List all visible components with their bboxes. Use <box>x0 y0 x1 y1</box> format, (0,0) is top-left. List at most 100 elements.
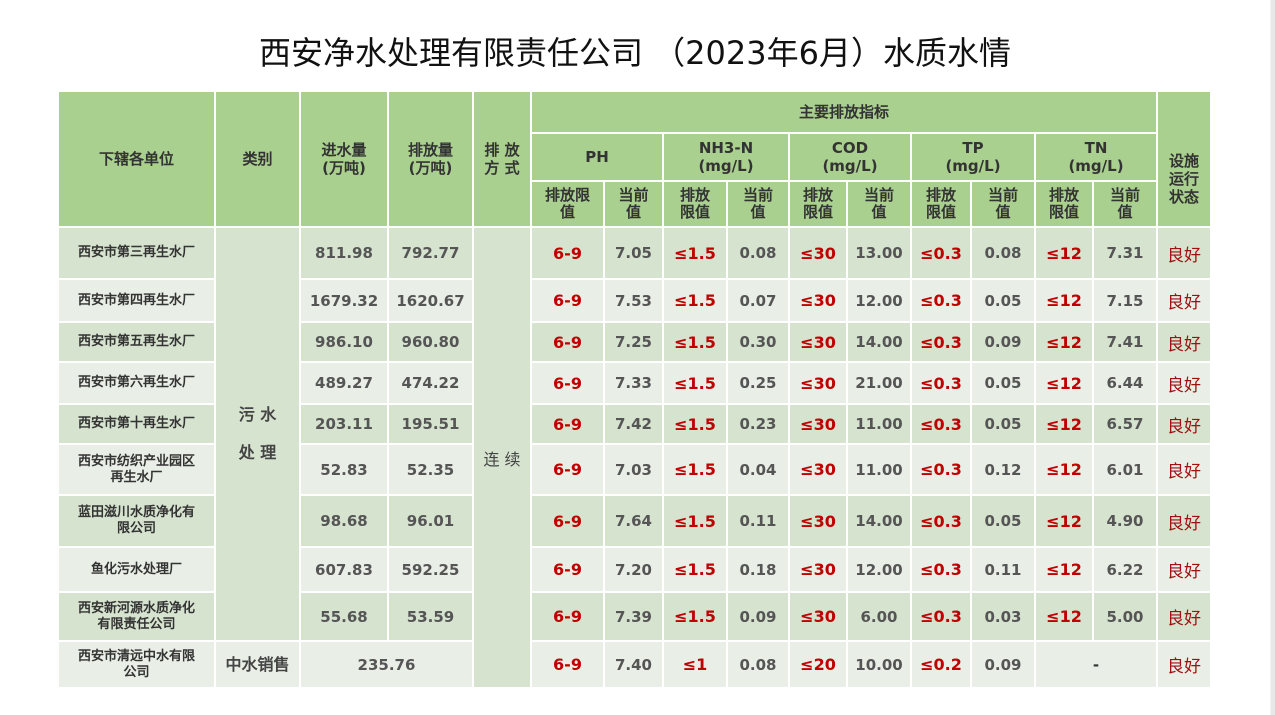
unit-name: 西安市第四再生水厂 <box>57 278 216 323</box>
tp-current: 0.09 <box>970 321 1036 363</box>
table-row: 西安市第六再生水厂 489.27 474.22 6-9 7.33 ≤1.5 0.… <box>57 361 1212 405</box>
cod-limit: ≤20 <box>788 640 848 689</box>
tp-limit: ≤0.3 <box>910 361 972 405</box>
table-row: 西安市纺织产业园区 再生水厂 52.83 52.35 6-9 7.03 ≤1.5 … <box>57 443 1212 496</box>
outflow-value: 592.25 <box>387 546 474 593</box>
col-header-inflow: 进水量 (万吨) <box>299 90 389 228</box>
ph-current: 7.53 <box>603 278 664 323</box>
col-header-ph-current: 当前值 <box>603 180 664 228</box>
tp-limit: ≤0.3 <box>910 403 972 445</box>
ph-current: 7.20 <box>603 546 664 593</box>
outflow-value: 52.35 <box>387 443 474 496</box>
nh3n-current: 0.04 <box>726 443 790 496</box>
tp-limit: ≤0.3 <box>910 226 972 280</box>
ph-limit: 6-9 <box>530 321 605 363</box>
ph-limit: 6-9 <box>530 443 605 496</box>
ph-limit: 6-9 <box>530 361 605 405</box>
cod-current: 13.00 <box>846 226 912 280</box>
col-header-unit: 下辖各单位 <box>57 90 216 228</box>
tn-current: 6.22 <box>1092 546 1158 593</box>
col-header-nh3n-limit: 排放 限值 <box>662 180 728 228</box>
tp-current: 0.05 <box>970 361 1036 405</box>
ph-limit: 6-9 <box>530 591 605 642</box>
nh3n-current: 0.07 <box>726 278 790 323</box>
outflow-value: 960.80 <box>387 321 474 363</box>
col-header-tn: TN (mg/L) <box>1034 132 1158 182</box>
outflow-value: 1620.67 <box>387 278 474 323</box>
tp-limit: ≤0.2 <box>910 640 972 689</box>
tn-limit: ≤12 <box>1034 546 1094 593</box>
nh3n-current: 0.08 <box>726 226 790 280</box>
col-header-ph-limit: 排放限值 <box>530 180 605 228</box>
status-badge: 良好 <box>1156 640 1212 689</box>
unit-name: 西安市清远中水有限 公司 <box>57 640 216 689</box>
col-header-tp: TP (mg/L) <box>910 132 1036 182</box>
ph-current: 7.33 <box>603 361 664 405</box>
tp-current: 0.08 <box>970 226 1036 280</box>
tn-current: 4.90 <box>1092 494 1158 548</box>
tn-limit: ≤12 <box>1034 591 1094 642</box>
unit-name: 西安市第五再生水厂 <box>57 321 216 363</box>
col-header-cod-limit: 排放 限值 <box>788 180 848 228</box>
nh3n-limit: ≤1.5 <box>662 361 728 405</box>
inflow-value: 986.10 <box>299 321 389 363</box>
ph-current: 7.39 <box>603 591 664 642</box>
col-header-cod-current: 当前值 <box>846 180 912 228</box>
nh3n-limit: ≤1.5 <box>662 591 728 642</box>
tn-current: 7.15 <box>1092 278 1158 323</box>
cod-current: 14.00 <box>846 494 912 548</box>
volume-value: 235.76 <box>299 640 474 689</box>
ph-limit: 6-9 <box>530 403 605 445</box>
outflow-value: 96.01 <box>387 494 474 548</box>
tn-limit: ≤12 <box>1034 494 1094 548</box>
ph-current: 7.03 <box>603 443 664 496</box>
nh3n-limit: ≤1.5 <box>662 546 728 593</box>
tp-limit: ≤0.3 <box>910 591 972 642</box>
nh3n-limit: ≤1.5 <box>662 443 728 496</box>
nh3n-current: 0.08 <box>726 640 790 689</box>
tn-value: - <box>1034 640 1158 689</box>
cod-current: 6.00 <box>846 591 912 642</box>
tn-limit: ≤12 <box>1034 321 1094 363</box>
tn-current: 7.31 <box>1092 226 1158 280</box>
cod-limit: ≤30 <box>788 494 848 548</box>
category-reclaimed-water: 中水销售 <box>214 640 301 689</box>
col-header-category: 类别 <box>214 90 301 228</box>
status-badge: 良好 <box>1156 321 1212 363</box>
cod-limit: ≤30 <box>788 443 848 496</box>
cod-limit: ≤30 <box>788 278 848 323</box>
unit-name: 鱼化污水处理厂 <box>57 546 216 593</box>
tn-limit: ≤12 <box>1034 361 1094 405</box>
tn-limit: ≤12 <box>1034 278 1094 323</box>
status-badge: 良好 <box>1156 226 1212 280</box>
col-header-status: 设施 运行 状态 <box>1156 90 1212 228</box>
tp-current: 0.11 <box>970 546 1036 593</box>
ph-limit: 6-9 <box>530 226 605 280</box>
col-header-tn-limit: 排放 限值 <box>1034 180 1094 228</box>
nh3n-limit: ≤1.5 <box>662 403 728 445</box>
table-row: 蓝田滋川水质净化有 限公司 98.68 96.01 6-9 7.64 ≤1.5 0… <box>57 494 1212 548</box>
cod-current: 14.00 <box>846 321 912 363</box>
status-badge: 良好 <box>1156 546 1212 593</box>
col-header-mode: 排 放方 式 <box>472 90 532 228</box>
nh3n-limit: ≤1.5 <box>662 494 728 548</box>
inflow-value: 489.27 <box>299 361 389 405</box>
tp-current: 0.09 <box>970 640 1036 689</box>
outflow-value: 53.59 <box>387 591 474 642</box>
nh3n-current: 0.23 <box>726 403 790 445</box>
tn-current: 5.00 <box>1092 591 1158 642</box>
unit-name: 西安市第三再生水厂 <box>57 226 216 280</box>
tp-limit: ≤0.3 <box>910 321 972 363</box>
tn-limit: ≤12 <box>1034 443 1094 496</box>
nh3n-current: 0.11 <box>726 494 790 548</box>
tn-limit: ≤12 <box>1034 403 1094 445</box>
col-header-tn-current: 当前值 <box>1092 180 1158 228</box>
ph-limit: 6-9 <box>530 640 605 689</box>
inflow-value: 98.68 <box>299 494 389 548</box>
outflow-value: 792.77 <box>387 226 474 280</box>
ph-current: 7.25 <box>603 321 664 363</box>
scrollbar[interactable] <box>1270 0 1275 715</box>
status-badge: 良好 <box>1156 591 1212 642</box>
ph-current: 7.40 <box>603 640 664 689</box>
nh3n-limit: ≤1.5 <box>662 226 728 280</box>
